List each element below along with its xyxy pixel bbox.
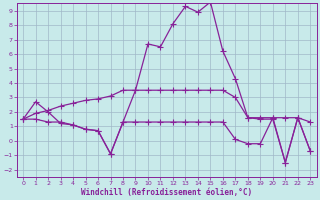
X-axis label: Windchill (Refroidissement éolien,°C): Windchill (Refroidissement éolien,°C) — [81, 188, 252, 197]
